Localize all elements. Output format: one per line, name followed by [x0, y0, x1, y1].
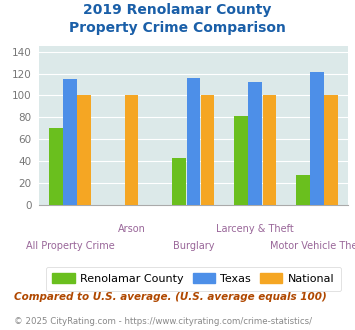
Text: Burglary: Burglary	[173, 241, 214, 251]
Legend: Renolamar County, Texas, National: Renolamar County, Texas, National	[46, 267, 341, 291]
Bar	[310, 72, 324, 205]
Bar	[49, 128, 62, 205]
Bar	[187, 78, 200, 205]
Text: © 2025 CityRating.com - https://www.cityrating.com/crime-statistics/: © 2025 CityRating.com - https://www.city…	[14, 317, 312, 326]
Bar	[125, 95, 138, 205]
Bar	[263, 95, 276, 205]
Bar	[296, 175, 310, 205]
Bar	[324, 95, 338, 205]
Bar	[234, 116, 248, 205]
Text: Motor Vehicle Theft: Motor Vehicle Theft	[270, 241, 355, 251]
Text: Arson: Arson	[118, 224, 146, 234]
Bar	[77, 95, 91, 205]
Bar	[201, 95, 214, 205]
Text: 2019 Renolamar County
Property Crime Comparison: 2019 Renolamar County Property Crime Com…	[69, 3, 286, 35]
Text: Larceny & Theft: Larceny & Theft	[216, 224, 294, 234]
Bar	[173, 158, 186, 205]
Text: Compared to U.S. average. (U.S. average equals 100): Compared to U.S. average. (U.S. average …	[14, 292, 327, 302]
Bar	[248, 82, 262, 205]
Bar	[63, 79, 77, 205]
Text: All Property Crime: All Property Crime	[26, 241, 114, 251]
